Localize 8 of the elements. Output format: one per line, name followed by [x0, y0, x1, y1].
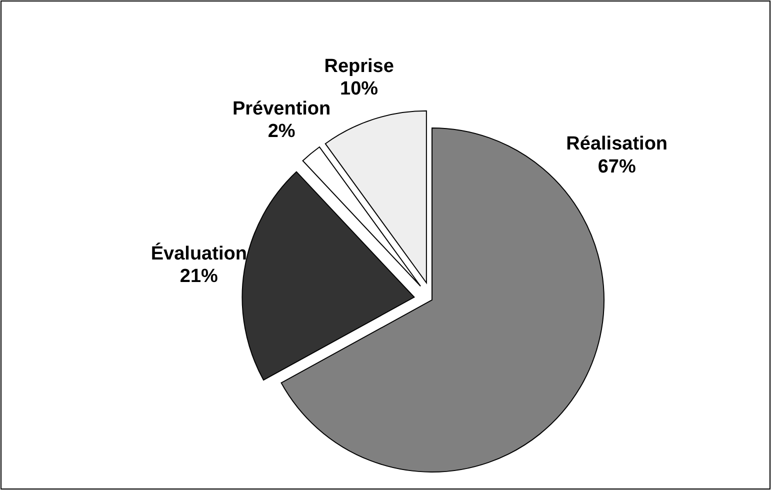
data-label: 21% [180, 266, 218, 288]
data-label: 2% [268, 121, 296, 142]
slice-label: Reprise [324, 56, 394, 77]
slice-label: Prévention [232, 98, 331, 120]
slice-label: Réalisation [566, 134, 668, 154]
data-label: 67% [598, 156, 636, 178]
data-label: 10% [340, 78, 378, 100]
slice-label: Évaluation [150, 242, 247, 264]
